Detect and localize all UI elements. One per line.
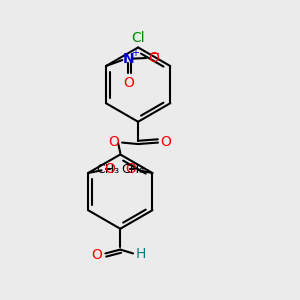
Text: O: O xyxy=(91,248,102,262)
Text: Cl: Cl xyxy=(131,31,145,45)
Text: O: O xyxy=(123,76,134,90)
Text: O: O xyxy=(104,162,115,176)
Text: CH₃: CH₃ xyxy=(121,163,144,176)
Text: O: O xyxy=(125,162,136,176)
Text: O: O xyxy=(108,135,119,149)
Text: CH₃: CH₃ xyxy=(97,163,120,176)
Text: H: H xyxy=(136,247,146,261)
Text: O: O xyxy=(161,135,172,149)
Text: +: + xyxy=(131,48,139,58)
Text: −: − xyxy=(151,49,160,59)
Text: O: O xyxy=(148,51,159,65)
Text: N: N xyxy=(122,52,134,66)
